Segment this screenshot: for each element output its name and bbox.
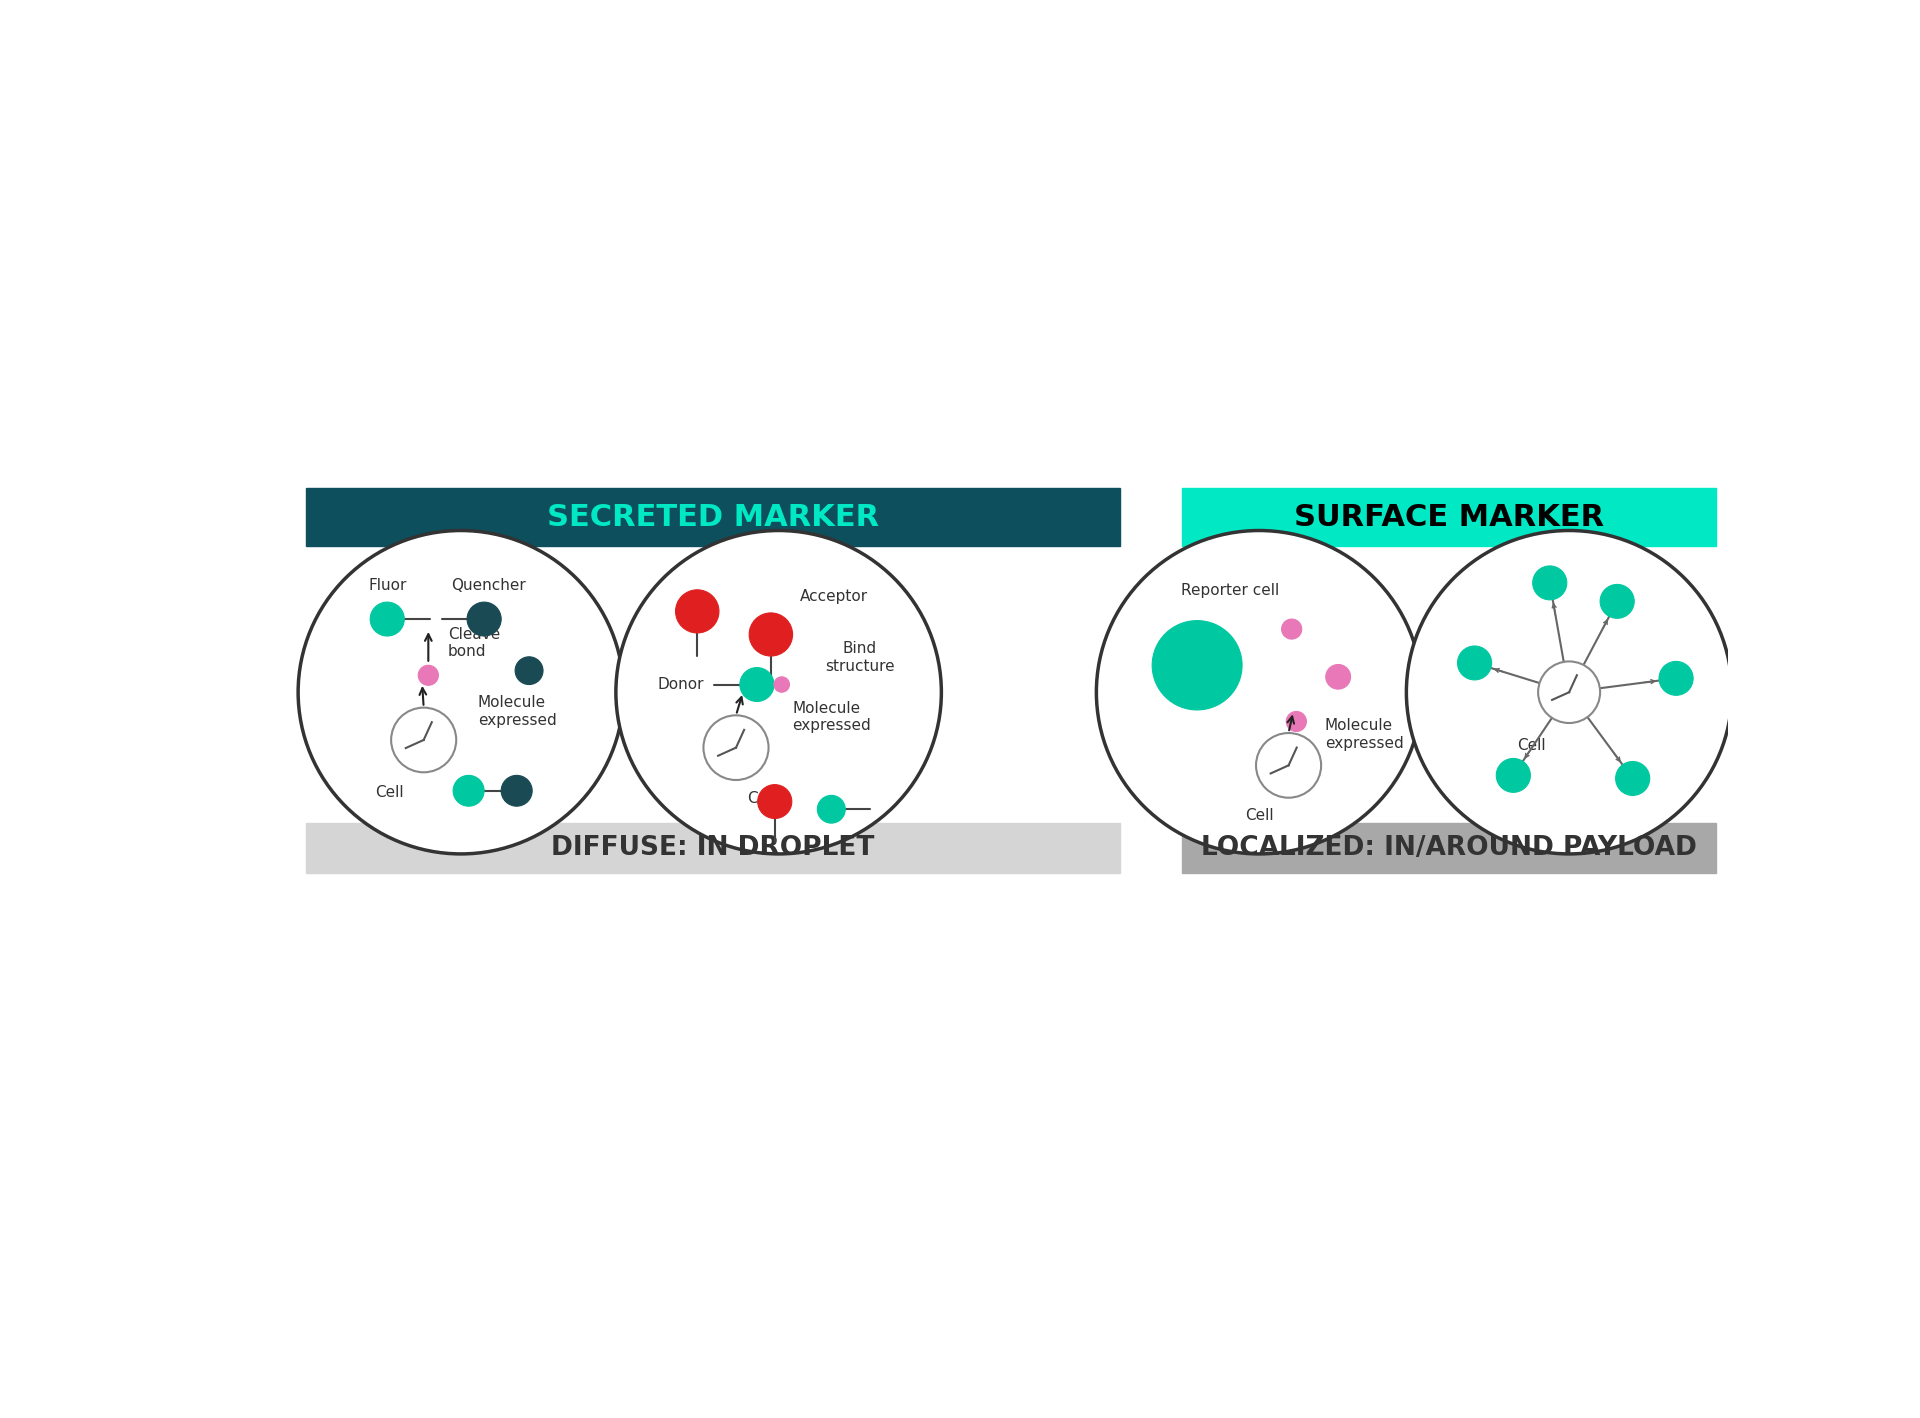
Text: Donor: Donor [659,676,705,692]
Circle shape [501,776,532,807]
Text: DIFFUSE: IN DROPLET: DIFFUSE: IN DROPLET [551,835,874,861]
Circle shape [1405,530,1732,854]
Circle shape [1615,761,1649,795]
Circle shape [758,784,791,818]
Circle shape [1659,661,1693,695]
Circle shape [1256,733,1321,798]
Text: SECRETED MARKER: SECRETED MARKER [547,502,879,532]
Circle shape [1457,647,1492,679]
Text: Cell: Cell [747,791,776,805]
Text: Bind
structure: Bind structure [826,641,895,674]
Text: Molecule
expressed: Molecule expressed [1325,719,1404,750]
Text: Cleave
bond: Cleave bond [447,627,499,659]
Text: Molecule
expressed: Molecule expressed [478,695,557,727]
Circle shape [774,676,789,692]
Circle shape [1286,712,1306,732]
Circle shape [703,715,768,780]
Circle shape [818,795,845,822]
Text: SURFACE MARKER: SURFACE MARKER [1294,502,1603,532]
Text: Quencher: Quencher [451,579,526,593]
Circle shape [515,657,543,685]
Bar [305,822,1119,873]
Circle shape [419,665,438,685]
Circle shape [1599,584,1634,618]
Text: Cell: Cell [1517,739,1546,753]
Text: Cell: Cell [1244,808,1273,822]
Text: LOCALIZED: IN/AROUND PAYLOAD: LOCALIZED: IN/AROUND PAYLOAD [1202,835,1697,861]
Bar [1181,488,1716,546]
Circle shape [371,603,405,637]
Circle shape [298,530,624,854]
Circle shape [1283,620,1302,640]
Text: Acceptor: Acceptor [801,588,868,604]
Circle shape [1538,661,1599,723]
Circle shape [1496,759,1530,793]
Circle shape [1152,621,1242,710]
Text: Cell: Cell [374,784,403,800]
Circle shape [749,613,793,657]
Circle shape [676,590,718,632]
Text: Fluor: Fluor [369,579,407,593]
Bar [305,488,1119,546]
Bar [1181,822,1716,873]
Circle shape [453,776,484,807]
Circle shape [739,668,774,702]
Circle shape [1327,665,1350,689]
Circle shape [467,603,501,637]
Circle shape [616,530,941,854]
Text: Reporter cell: Reporter cell [1181,583,1279,598]
Text: Molecule
expressed: Molecule expressed [793,700,872,733]
Circle shape [392,708,457,773]
Circle shape [1096,530,1423,854]
Circle shape [1532,566,1567,600]
